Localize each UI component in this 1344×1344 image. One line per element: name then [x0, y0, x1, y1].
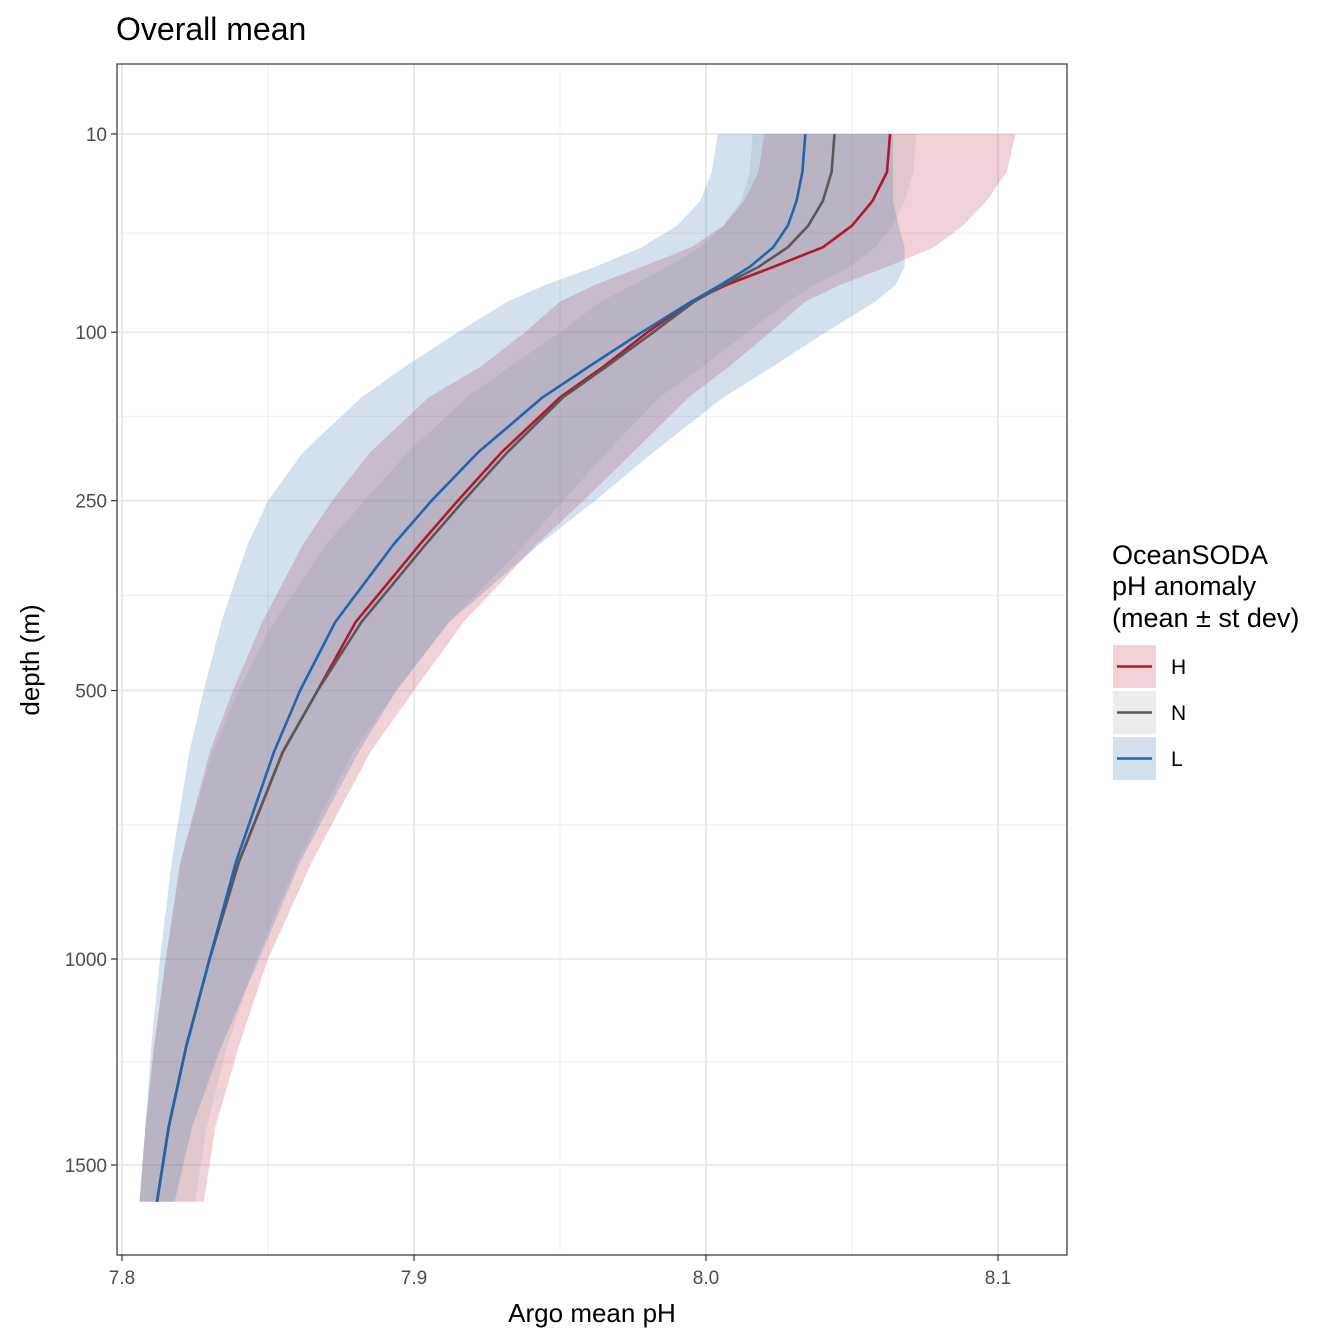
legend-keys: HNL: [1113, 645, 1186, 780]
grid-minor: [117, 64, 1067, 1255]
legend-title-line-1: OceanSODA: [1112, 540, 1268, 570]
y-tick-label: 100: [75, 323, 107, 344]
y-tick-label: 10: [86, 125, 107, 146]
ribbon-h: [139, 134, 1016, 1202]
plot-border: [116, 63, 1068, 1256]
x-tick-label: 8.0: [693, 1268, 719, 1289]
y-axis: 10 100 250 500 1000 1500: [65, 125, 117, 1177]
legend-title-line-2: pH anomaly: [1112, 571, 1257, 601]
plot-panel: [117, 64, 1067, 1255]
ribbons: [139, 134, 1016, 1202]
x-tick-label: 7.9: [401, 1268, 427, 1289]
mean-line-l: [155, 133, 807, 1203]
legend-label-n: N: [1171, 702, 1186, 725]
x-axis-title: Argo mean pH: [508, 1298, 676, 1328]
legend-label-h: H: [1171, 656, 1186, 679]
y-tick-label: 500: [75, 682, 107, 703]
ribbon-n: [139, 134, 917, 1202]
grid-major: [117, 64, 1067, 1255]
chart-title: Overall mean: [116, 11, 306, 47]
mean-line-n: [155, 133, 836, 1203]
x-tick-label: 7.8: [109, 1268, 135, 1289]
x-axis: 7.8 7.9 8.0 8.1: [109, 1255, 1011, 1289]
x-tick-label: 8.1: [985, 1268, 1011, 1289]
y-tick-label: 1000: [65, 950, 107, 971]
legend: OceanSODA pH anomaly (mean ± st dev) HNL: [1112, 540, 1299, 780]
y-tick-label: 1500: [65, 1156, 107, 1177]
y-tick-label: 250: [75, 492, 107, 513]
legend-title-line-3: (mean ± st dev): [1112, 603, 1299, 633]
legend-label-l: L: [1171, 748, 1183, 771]
mean-lines: [155, 133, 892, 1203]
ribbon-l: [139, 134, 905, 1202]
y-axis-title: depth (m): [15, 604, 45, 715]
